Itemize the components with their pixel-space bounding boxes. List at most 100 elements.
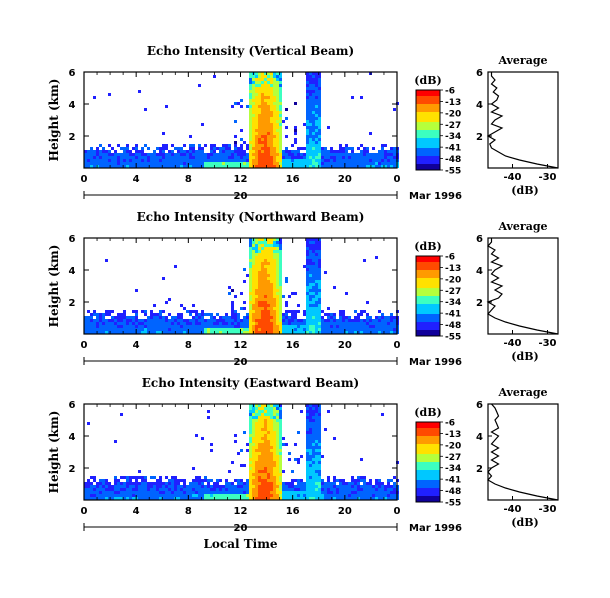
colorbar-segment — [416, 160, 440, 163]
colorbar-tick-label: -41 — [445, 144, 461, 154]
colorbar-segment — [416, 306, 440, 309]
average-x-tick-label: -30 — [538, 338, 556, 349]
x-tick-label: 20 — [338, 174, 352, 185]
y-tick-label: 2 — [69, 298, 76, 309]
colorbar-segment — [416, 472, 440, 475]
average-y-tick-label: 6 — [476, 234, 483, 245]
colorbar-frame — [415, 421, 441, 503]
colorbar-segment — [416, 430, 440, 433]
colorbar-segment — [416, 142, 440, 145]
y-tick-label: 4 — [69, 100, 76, 111]
colorbar-segment — [416, 262, 440, 265]
colorbar-segment — [416, 322, 440, 325]
colorbar-segment — [416, 148, 440, 151]
colorbar-segment — [416, 92, 440, 95]
heatmap-cells — [84, 238, 399, 334]
colorbar-segment — [416, 476, 440, 479]
x-tick-label: 4 — [133, 340, 140, 351]
colorbar-tick-label: -20 — [445, 109, 461, 119]
colorbar-segment — [416, 90, 440, 93]
colorbar-segment — [416, 128, 440, 131]
colorbar-segment — [416, 316, 440, 319]
colorbar-segment — [416, 162, 440, 165]
colorbar-segment — [416, 318, 440, 321]
colorbar-tick-label: -41 — [445, 476, 461, 486]
colorbar-tick-label: -6 — [445, 87, 455, 97]
colorbar-segment — [416, 492, 440, 495]
date-label: Mar 1996 — [409, 357, 462, 368]
average-line — [486, 238, 559, 335]
colorbar-tick-label: -13 — [445, 264, 461, 274]
average-title: Average — [497, 54, 547, 67]
x-tick-label: 8 — [185, 340, 192, 351]
colorbar-segment — [416, 146, 440, 149]
colorbar-segment — [416, 286, 440, 289]
y-tick-label: 2 — [69, 132, 76, 143]
average-x-tick-label: -40 — [503, 504, 521, 515]
colorbar-segment — [416, 154, 440, 157]
y-axis-label: Height (km) — [47, 245, 61, 328]
colorbar-segment — [416, 298, 440, 301]
colorbar-tick-label: -48 — [445, 321, 461, 331]
panel-title: Echo Intensity (Northward Beam) — [137, 210, 365, 224]
y-tick-label: 4 — [69, 266, 76, 277]
colorbar-segment — [416, 166, 440, 169]
average-x-tick-label: -30 — [538, 172, 556, 183]
colorbar-segment — [416, 122, 440, 125]
colorbar-segment — [416, 282, 440, 285]
average-title: Average — [497, 220, 547, 233]
colorbar-segment — [416, 126, 440, 129]
average-profile: Average 2 4 6 -40 -30(dB) — [476, 220, 559, 363]
colorbar-tick-label: -27 — [445, 453, 461, 463]
colorbar-segment — [416, 134, 440, 137]
colorbar-segment — [416, 312, 440, 315]
colorbar-segment — [416, 458, 440, 461]
date-label: Mar 1996 — [409, 523, 462, 534]
colorbar-segment — [416, 442, 440, 445]
colorbar-segment — [416, 466, 440, 469]
colorbar-tick-label: -13 — [445, 430, 461, 440]
colorbar-tick-label: -27 — [445, 121, 461, 131]
colorbar-tick-label: -41 — [445, 310, 461, 320]
colorbar-segment — [416, 500, 440, 503]
colorbar-segment — [416, 152, 440, 155]
y-axis-label: Height (km) — [47, 411, 61, 494]
colorbar-segment — [416, 288, 440, 291]
average-x-axis-label: (dB) — [511, 184, 538, 197]
heatmap-cells — [84, 72, 399, 168]
colorbar-segment — [416, 468, 440, 471]
colorbar-segment — [416, 260, 440, 263]
colorbar-segment — [416, 484, 440, 487]
day-tick-label: 20 — [234, 523, 248, 534]
colorbar-segment — [416, 302, 440, 305]
colorbar-segment — [416, 106, 440, 109]
colorbar-segment — [416, 158, 440, 161]
colorbar-segment — [416, 266, 440, 269]
colorbar-segment — [416, 334, 440, 337]
colorbar-segment — [416, 448, 440, 451]
colorbar-segment — [416, 470, 440, 473]
average-line — [486, 72, 559, 169]
x-tick-label: 0 — [394, 506, 401, 517]
colorbar-segment — [416, 428, 440, 431]
colorbar-segment — [416, 278, 440, 281]
colorbar-segment — [416, 272, 440, 275]
colorbar-segment — [416, 124, 440, 127]
colorbar-segment — [416, 332, 440, 335]
colorbar-segment — [416, 110, 440, 113]
average-frame — [487, 403, 559, 501]
average-y-tick-label: 6 — [476, 400, 483, 411]
x-tick-label: 0 — [81, 506, 88, 517]
colorbar-segment — [416, 326, 440, 329]
colorbar-tick-label: -6 — [445, 253, 455, 263]
colorbar-segment — [416, 434, 440, 437]
colorbar-segment — [416, 118, 440, 121]
colorbar-segment — [416, 422, 440, 425]
x-tick-label: 4 — [133, 174, 140, 185]
colorbar-segment — [416, 486, 440, 489]
colorbar-segment — [416, 276, 440, 279]
colorbar-segment — [416, 96, 440, 99]
colorbar-segment — [416, 328, 440, 331]
average-y-tick-label: 4 — [476, 432, 483, 443]
average-x-axis-label: (dB) — [511, 516, 538, 529]
